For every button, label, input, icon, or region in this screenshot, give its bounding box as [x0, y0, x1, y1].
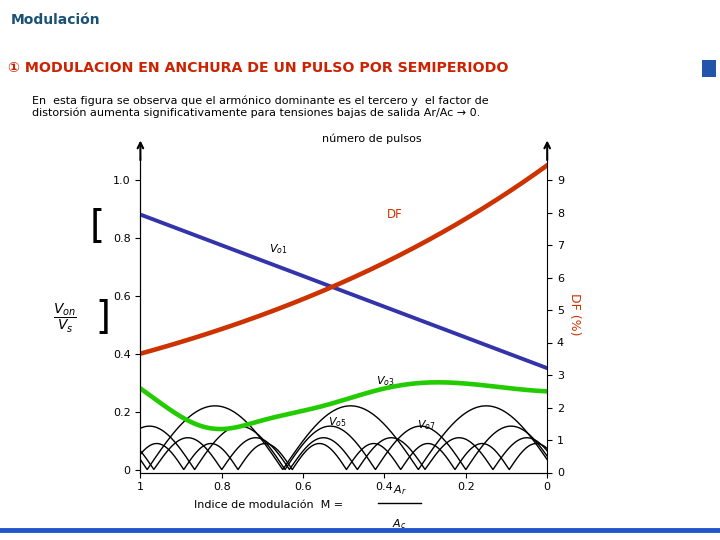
Text: número de pulsos: número de pulsos: [323, 133, 422, 144]
Text: $\dfrac{V_{on}}{V_s}$: $\dfrac{V_{on}}{V_s}$: [53, 302, 77, 335]
Text: Indice de modulación  M =: Indice de modulación M =: [194, 500, 343, 510]
Text: $V_{o5}$: $V_{o5}$: [328, 415, 346, 429]
Text: [: [: [89, 208, 105, 246]
Bar: [702, 60, 716, 77]
Text: Modulación: Modulación: [11, 13, 100, 27]
Text: En  esta figura se observa que el armónico dominante es el tercero y  el factor : En esta figura se observa que el armónic…: [32, 95, 489, 118]
Y-axis label: DF (%): DF (%): [567, 293, 581, 336]
Text: $V_{o1}$: $V_{o1}$: [269, 242, 287, 256]
Text: ① MODULACION EN ANCHURA DE UN PULSO POR SEMIPERIODO: ① MODULACION EN ANCHURA DE UN PULSO POR …: [8, 62, 508, 75]
Text: $A_c$: $A_c$: [392, 517, 407, 531]
Text: $A_r$: $A_r$: [392, 483, 407, 497]
Text: DF: DF: [387, 208, 402, 221]
Text: $V_{o7}$: $V_{o7}$: [417, 418, 436, 431]
Text: [: [: [89, 294, 105, 332]
Text: $V_{o3}$: $V_{o3}$: [377, 374, 395, 388]
